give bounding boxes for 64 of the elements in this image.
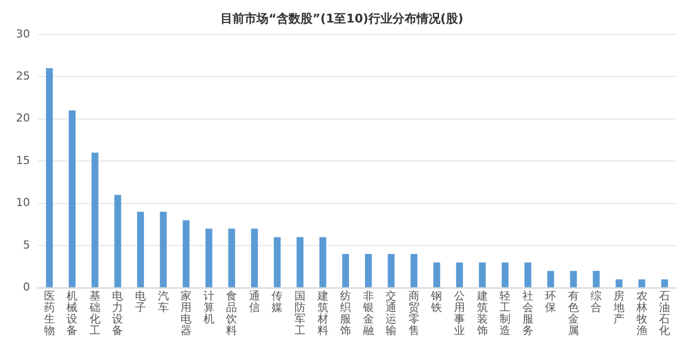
x-tick-label: 交通运输	[386, 289, 397, 338]
bar	[182, 220, 190, 288]
x-tick-label: 综合	[590, 289, 602, 314]
bar	[114, 194, 122, 288]
x-tick-label: 建筑装饰	[476, 289, 488, 338]
x-tick-label: 纺织服饰	[339, 289, 352, 338]
x-tick-label: 非银金融	[362, 289, 374, 338]
bar	[592, 270, 600, 288]
x-tick-label: 医药生物	[44, 289, 55, 338]
y-tick-label: 15	[16, 154, 30, 167]
y-tick-label: 0	[22, 280, 30, 294]
x-tick-label: 国防军工	[294, 289, 306, 338]
bar	[524, 262, 532, 288]
bar	[547, 270, 554, 288]
x-tick-label: 环保	[545, 289, 556, 314]
y-tick-label: 5	[22, 238, 30, 252]
x-tick-label: 商贸零售	[408, 289, 420, 338]
bar	[274, 237, 281, 288]
x-tick-label: 机械设备	[66, 289, 78, 338]
x-tick-label: 社会服务	[522, 289, 534, 338]
x-tick-label: 轻工制造	[500, 289, 511, 338]
bar	[388, 254, 395, 288]
x-tick-label: 建筑材料	[316, 289, 328, 338]
y-tick-label: 10	[16, 196, 30, 210]
bar	[616, 279, 622, 288]
x-tick-label: 食品饮料	[225, 289, 238, 338]
bar	[68, 110, 76, 288]
x-tick-label: 基础化工	[88, 289, 100, 338]
bar	[160, 212, 167, 288]
bar	[478, 262, 486, 288]
bar	[570, 270, 577, 288]
bar	[502, 262, 509, 288]
x-tick-label: 通信	[248, 289, 260, 314]
bar	[296, 237, 304, 288]
y-tick-label: 30	[16, 27, 30, 40]
bar	[46, 68, 53, 288]
bar	[410, 254, 418, 288]
bar	[251, 228, 258, 288]
x-tick-label: 石油石化	[659, 289, 670, 338]
bar	[205, 228, 212, 288]
bar	[661, 279, 668, 288]
bar	[137, 212, 144, 288]
bar	[228, 228, 236, 288]
x-tick-label: 电力设备	[112, 289, 124, 338]
x-tick-label: 汽车	[158, 289, 169, 314]
bar	[342, 254, 350, 288]
y-tick-label: 25	[16, 69, 30, 82]
bar	[92, 152, 98, 288]
y-tick-label: 20	[16, 112, 30, 125]
chart-title: 目前市场“含数股”(1至10)行业分布情况(股)	[220, 11, 464, 26]
x-tick-label: 有色金属	[568, 289, 579, 338]
bar	[638, 279, 646, 288]
x-tick-label: 电子	[135, 289, 146, 314]
bar	[364, 254, 372, 288]
x-tick-label: 钢铁	[430, 289, 442, 314]
x-tick-label: 计算机	[203, 289, 214, 326]
bar	[319, 237, 326, 288]
x-tick-label: 传媒	[272, 289, 283, 314]
x-tick-label: 农林牧渔	[635, 289, 648, 338]
x-tick-label: 房地产	[612, 289, 625, 326]
bar	[456, 262, 463, 288]
bar	[433, 262, 440, 288]
x-tick-label: 家用电器	[180, 289, 192, 338]
x-tick-label: 公用事业	[454, 289, 466, 338]
